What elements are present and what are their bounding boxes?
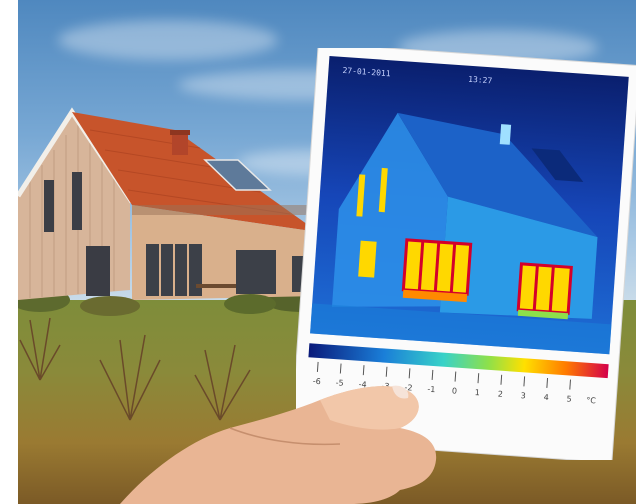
shrub [224, 294, 276, 314]
left-margin [0, 0, 18, 504]
thermal-image-card: -6 -5 -4 -3 -2 -1 0 1 2 3 4 5 °C 27-01-2… [296, 48, 636, 460]
scale-label: 3 [520, 391, 526, 400]
shrub [80, 296, 140, 316]
scale-label: 5 [566, 394, 572, 403]
date-stamp: 27-01-2011 [342, 66, 391, 78]
window [72, 172, 82, 230]
thermal-card-graphic: -6 -5 -4 -3 -2 -1 0 1 2 3 4 5 °C 27-01-2… [296, 48, 636, 460]
scale-ticks [316, 361, 571, 390]
time-stamp: 13:27 [468, 75, 493, 86]
scale-label: 4 [543, 393, 549, 402]
scale-label: 2 [497, 390, 503, 399]
thumb [320, 386, 419, 430]
window [86, 246, 110, 296]
scale-label: -6 [312, 377, 321, 387]
scale-unit: °C [586, 396, 597, 406]
window [44, 180, 54, 232]
scale-label: -1 [427, 385, 436, 395]
bare-shrubs [19, 317, 251, 421]
thumbnail [392, 385, 409, 399]
chimney [172, 133, 188, 155]
thermal-window [378, 167, 388, 213]
house-roof [72, 112, 318, 232]
thermal-window [358, 240, 377, 278]
temperature-scale-bar [308, 343, 609, 379]
solar-panel [203, 159, 272, 191]
scale-label: -4 [358, 380, 367, 390]
scale-label: 0 [452, 386, 458, 395]
thermal-window [356, 174, 366, 217]
scale-label: -5 [335, 378, 344, 388]
scale-label: 1 [475, 388, 481, 397]
scale-label: -2 [404, 383, 413, 393]
patio-door [236, 250, 276, 294]
